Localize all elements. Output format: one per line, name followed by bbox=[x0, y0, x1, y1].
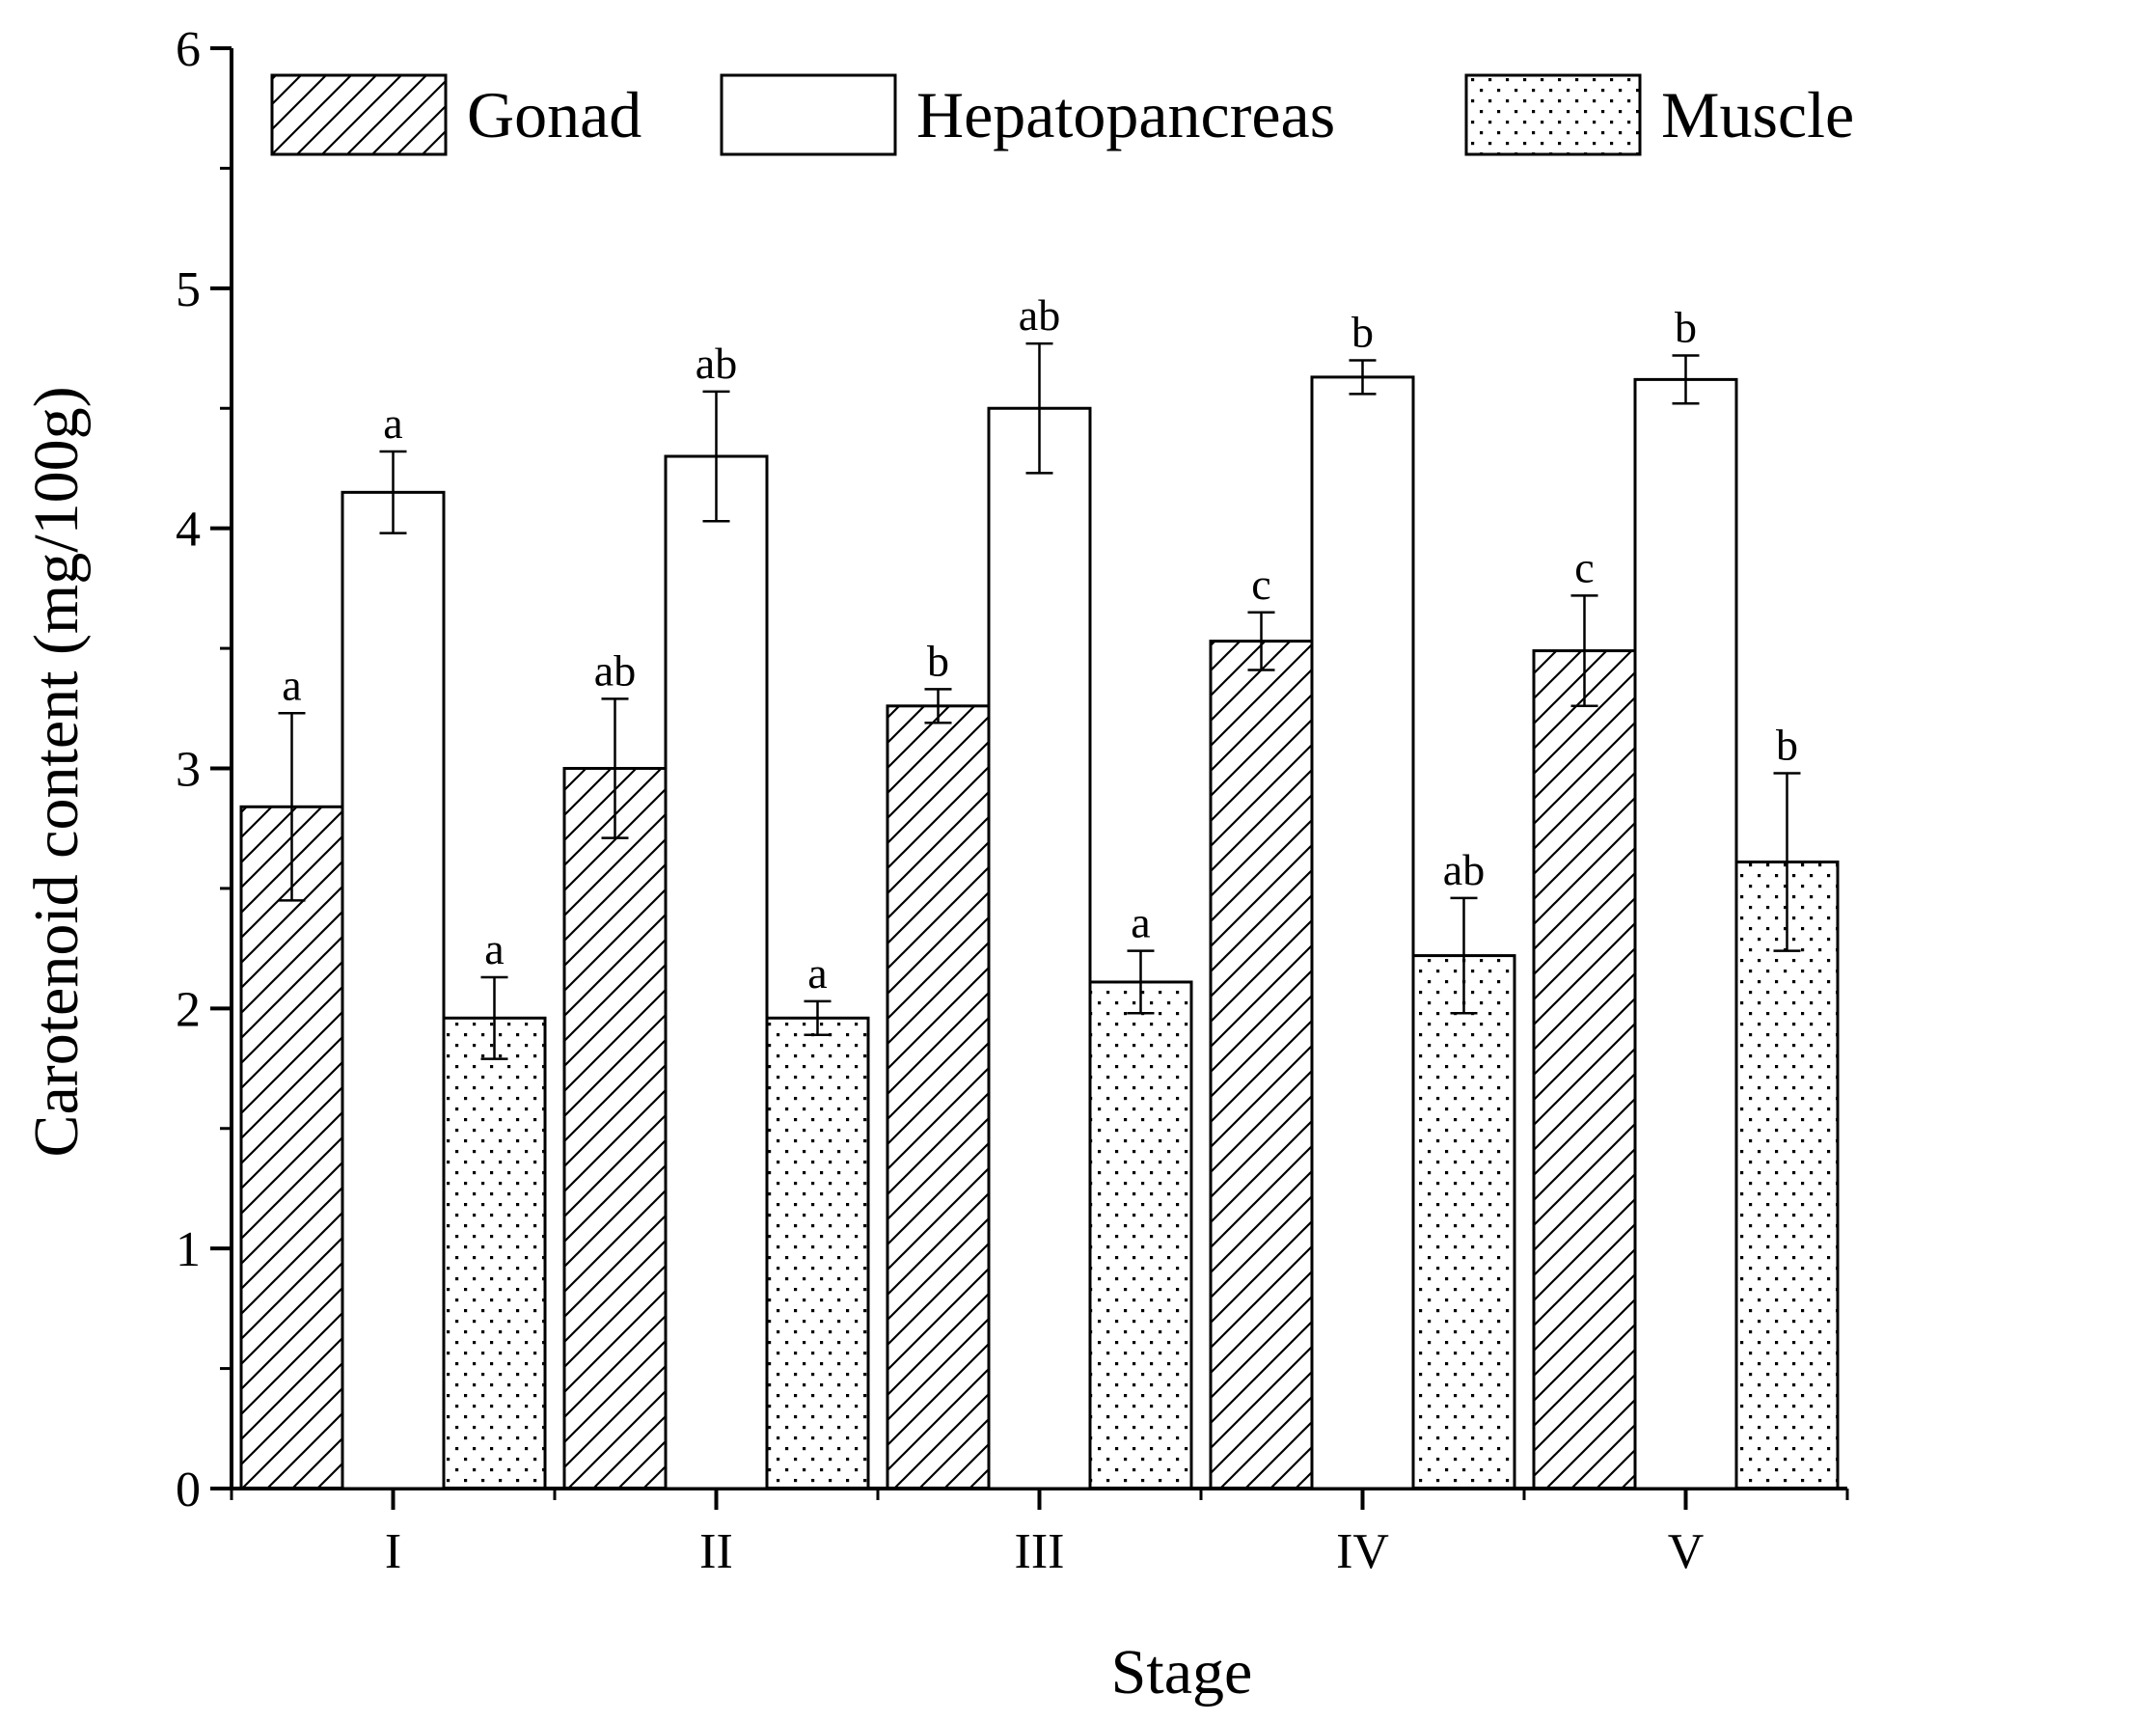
significance-letter: a bbox=[1131, 898, 1150, 947]
legend-swatch-muscle bbox=[1464, 73, 1642, 156]
bar-gonad bbox=[239, 805, 344, 1490]
bar-muscle bbox=[1734, 861, 1840, 1490]
significance-letter: ab bbox=[1019, 290, 1060, 340]
x-tick-label: V bbox=[1668, 1524, 1705, 1579]
x-tick-label: I bbox=[385, 1524, 401, 1579]
x-axis-title: Stage bbox=[1111, 1637, 1253, 1708]
legend-swatch-gonad bbox=[270, 73, 448, 156]
significance-letter: ab bbox=[1443, 845, 1485, 894]
bar-gonad bbox=[1532, 649, 1637, 1490]
bar-muscle bbox=[1088, 980, 1193, 1490]
significance-letter: b bbox=[1675, 303, 1697, 352]
significance-letter: c bbox=[1251, 560, 1270, 609]
y-tick-label: 3 bbox=[176, 743, 201, 798]
y-tick-label: 0 bbox=[176, 1462, 201, 1517]
significance-letter: a bbox=[282, 660, 301, 709]
legend-label-hepatopancreas: Hepatopancreas bbox=[916, 78, 1335, 151]
bar-hepatopancreas bbox=[1633, 377, 1738, 1490]
legend-swatch-hepatopancreas bbox=[720, 73, 897, 156]
bar-gonad bbox=[562, 767, 668, 1490]
bar-gonad bbox=[1209, 640, 1314, 1490]
x-tick-label: IV bbox=[1336, 1524, 1389, 1579]
bar-hepatopancreas bbox=[664, 454, 769, 1490]
x-tick-label: II bbox=[699, 1524, 733, 1579]
significance-letter: c bbox=[1574, 542, 1594, 591]
bar-muscle bbox=[1411, 954, 1516, 1490]
significance-letter: b bbox=[1351, 307, 1374, 356]
significance-letter: a bbox=[383, 398, 402, 448]
significance-letter: a bbox=[484, 924, 504, 973]
bar-muscle bbox=[442, 1016, 547, 1490]
bar-gonad bbox=[886, 704, 991, 1490]
y-tick-label: 2 bbox=[176, 982, 201, 1037]
legend-label-muscle: Muscle bbox=[1661, 78, 1854, 151]
significance-letter: ab bbox=[594, 645, 636, 695]
bar-hepatopancreas bbox=[341, 490, 446, 1490]
x-tick-label: III bbox=[1015, 1524, 1065, 1579]
y-axis-title: Carotenoid content (mg/100g) bbox=[21, 386, 92, 1157]
y-tick-label: 6 bbox=[176, 22, 201, 77]
significance-letter: ab bbox=[696, 339, 737, 388]
y-tick-label: 5 bbox=[176, 262, 201, 317]
bar-hepatopancreas bbox=[987, 406, 1092, 1490]
y-tick-label: 4 bbox=[176, 503, 201, 558]
bar-hepatopancreas bbox=[1310, 375, 1415, 1490]
bar-muscle bbox=[765, 1016, 870, 1490]
significance-letter: a bbox=[807, 948, 827, 998]
significance-letter: b bbox=[1776, 720, 1798, 769]
legend-label-gonad: Gonad bbox=[467, 78, 641, 151]
significance-letter: b bbox=[927, 636, 949, 685]
plot-area: 0 1 2 3 4 5 6 Ia a a II ab ab a III b ab a IV c b ab Vc b b bbox=[176, 22, 1849, 1579]
y-tick-label: 1 bbox=[176, 1222, 201, 1277]
legend: Gonad Hepatopancreas Muscle bbox=[270, 73, 1854, 156]
